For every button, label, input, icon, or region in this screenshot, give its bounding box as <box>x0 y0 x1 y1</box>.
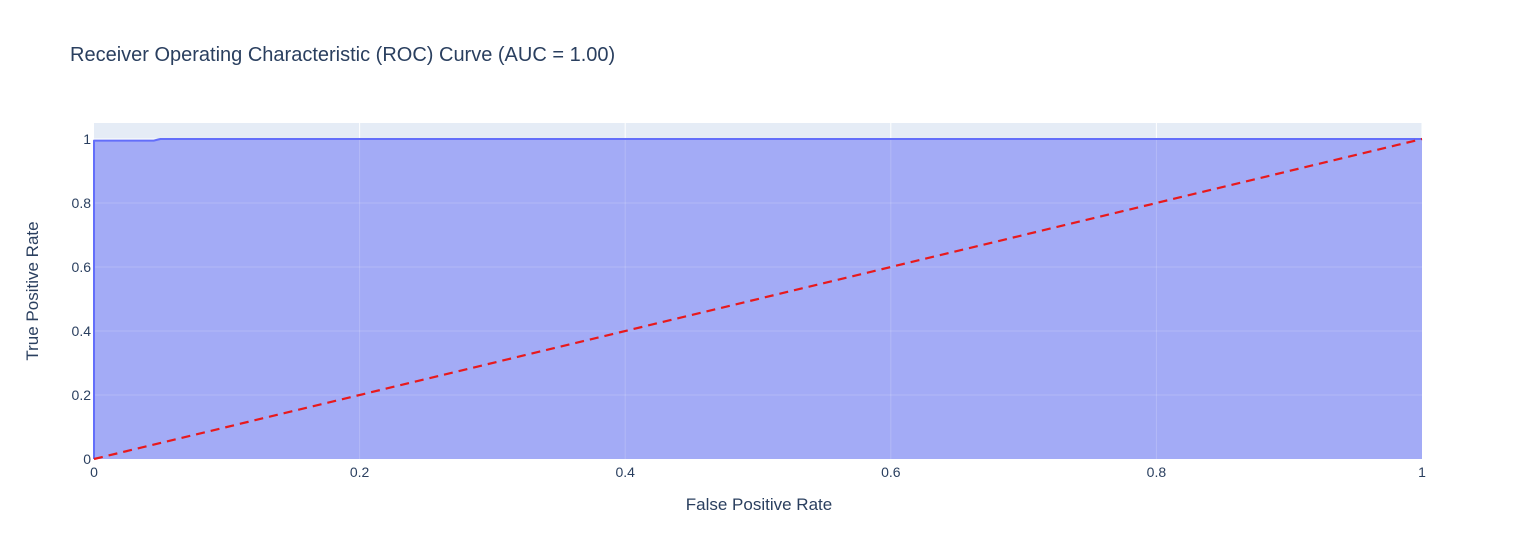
x-tick-label: 0.6 <box>881 464 901 480</box>
roc-curve-line <box>93 138 1422 459</box>
x-tick-label: 0.8 <box>1147 464 1167 480</box>
chart-title: Receiver Operating Characteristic (ROC) … <box>70 44 615 66</box>
x-axis-title: False Positive Rate <box>686 495 832 514</box>
x-tick-label: 0.4 <box>615 464 635 480</box>
y-tick-label: 1 <box>83 131 91 147</box>
y-axis-title: True Positive Rate <box>23 221 42 360</box>
x-tick-label: 0 <box>90 464 98 480</box>
y-tick-label: 0.2 <box>72 387 92 403</box>
y-tick-label: 0 <box>83 451 91 467</box>
y-tick-label: 0.6 <box>72 259 92 275</box>
y-tick-label: 0.4 <box>72 323 92 339</box>
x-tick-label: 0.2 <box>350 464 370 480</box>
x-tick-label: 1 <box>1418 464 1426 480</box>
plot-area: 0 0.2 0.4 0.6 0.8 1 0 0.2 0.4 0.6 0.8 1 <box>72 123 1426 480</box>
chance-diagonal-line <box>93 137 1423 461</box>
y-tick-label: 0.8 <box>72 195 92 211</box>
